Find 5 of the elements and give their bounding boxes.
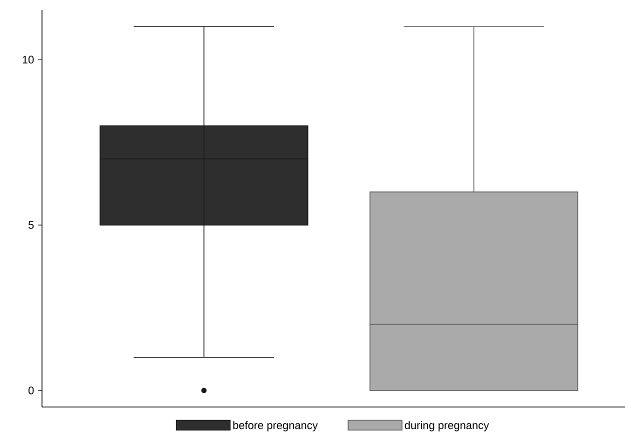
- legend-label: before pregnancy: [233, 421, 318, 432]
- legend-label: during pregnancy: [404, 421, 490, 432]
- y-tick-label: 0: [28, 386, 34, 394]
- y-tick-label: 5: [28, 221, 34, 229]
- y-tick-label: 10: [22, 56, 34, 64]
